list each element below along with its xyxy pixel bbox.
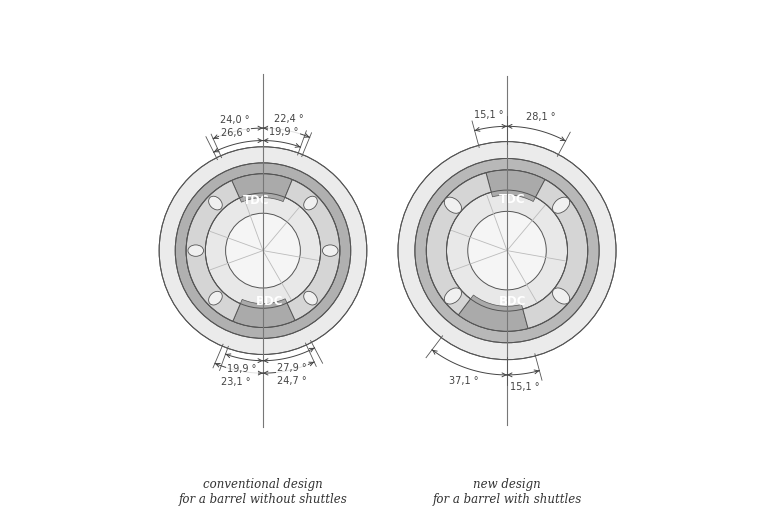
Wedge shape [458, 295, 528, 331]
Ellipse shape [303, 291, 317, 305]
Ellipse shape [323, 245, 338, 256]
Text: BDC: BDC [256, 294, 283, 307]
Text: 24,7 °: 24,7 ° [277, 376, 306, 386]
Circle shape [176, 163, 350, 338]
Ellipse shape [553, 288, 570, 304]
Text: 24,0 °: 24,0 ° [220, 115, 250, 125]
Text: new design
for a barrel with shuttles: new design for a barrel with shuttles [433, 478, 581, 506]
Circle shape [186, 174, 340, 327]
Circle shape [415, 159, 599, 343]
Circle shape [427, 170, 588, 331]
Text: 22,4 °: 22,4 ° [274, 114, 304, 124]
Wedge shape [233, 299, 295, 327]
Wedge shape [232, 174, 293, 202]
Text: 27,9 °: 27,9 ° [277, 362, 306, 373]
Wedge shape [285, 180, 340, 321]
Circle shape [447, 190, 567, 311]
Text: 19,9 °: 19,9 ° [227, 364, 257, 374]
Text: 28,1 °: 28,1 ° [526, 112, 555, 123]
Text: TDC: TDC [499, 193, 526, 206]
Text: 37,1 °: 37,1 ° [449, 376, 478, 386]
Ellipse shape [444, 288, 461, 304]
Text: 19,9 °: 19,9 ° [269, 127, 299, 137]
Wedge shape [186, 181, 240, 322]
Wedge shape [523, 180, 588, 328]
Ellipse shape [188, 245, 203, 256]
Circle shape [159, 147, 367, 354]
Ellipse shape [553, 197, 570, 213]
Circle shape [398, 141, 616, 360]
Text: BDC: BDC [499, 295, 526, 308]
Text: 23,1 °: 23,1 ° [222, 377, 251, 387]
Wedge shape [427, 173, 491, 315]
Ellipse shape [209, 291, 223, 305]
Text: 15,1 °: 15,1 ° [474, 110, 504, 120]
Circle shape [226, 213, 300, 288]
Ellipse shape [444, 197, 461, 213]
Text: TDC: TDC [243, 194, 269, 207]
Text: conventional design
for a barrel without shuttles: conventional design for a barrel without… [179, 478, 347, 506]
Circle shape [467, 211, 546, 290]
Circle shape [206, 193, 320, 309]
Wedge shape [486, 170, 545, 201]
Ellipse shape [303, 196, 317, 210]
Text: 26,6 °: 26,6 ° [220, 128, 250, 138]
Ellipse shape [209, 196, 223, 210]
Text: 15,1 °: 15,1 ° [511, 382, 540, 392]
